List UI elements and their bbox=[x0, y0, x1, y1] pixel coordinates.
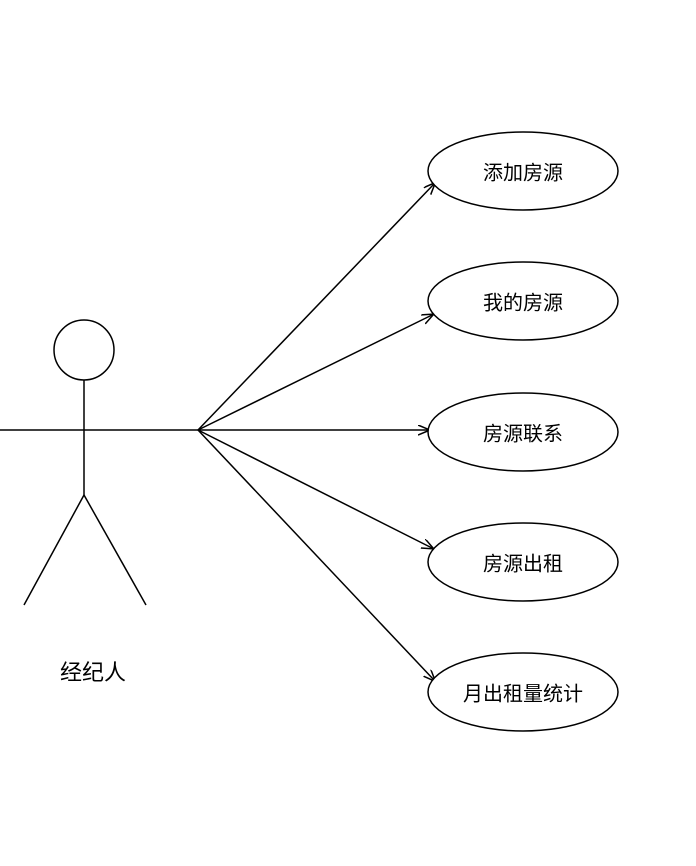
actor-head-icon bbox=[54, 320, 114, 380]
usecase-label-uc3: 房源联系 bbox=[483, 418, 563, 447]
actor-label: 经纪人 bbox=[60, 655, 126, 687]
actor-leg_left bbox=[24, 495, 84, 605]
actor bbox=[0, 320, 198, 605]
usecase-label-uc5: 月出租量统计 bbox=[463, 678, 583, 707]
connection-1 bbox=[198, 315, 432, 430]
connection-0 bbox=[198, 184, 434, 430]
actor-leg_right bbox=[84, 495, 146, 605]
use-case-diagram bbox=[0, 0, 696, 866]
connections bbox=[198, 184, 434, 680]
connection-4 bbox=[198, 430, 434, 680]
connection-3 bbox=[198, 430, 432, 548]
usecase-label-uc1: 添加房源 bbox=[483, 157, 563, 186]
usecase-label-uc4: 房源出租 bbox=[483, 548, 563, 577]
usecase-label-uc2: 我的房源 bbox=[483, 287, 563, 316]
